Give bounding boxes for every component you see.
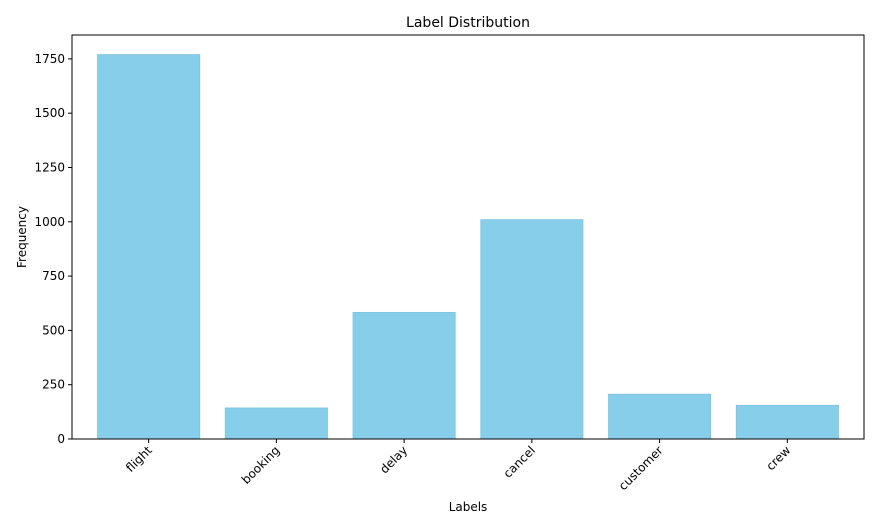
chart-title: Label Distribution xyxy=(406,15,530,31)
y-tick-label: 1250 xyxy=(34,160,65,174)
y-tick-label: 1000 xyxy=(34,215,65,229)
x-tick-label-crew: crew xyxy=(763,443,793,473)
bar-booking xyxy=(224,407,328,440)
y-tick-label: 0 xyxy=(57,432,65,446)
x-tick-label-delay: delay xyxy=(377,443,410,476)
y-tick-label: 750 xyxy=(42,269,65,283)
y-tick-label: 1750 xyxy=(34,52,65,66)
bar-crew xyxy=(735,404,839,440)
bar-delay xyxy=(352,311,456,440)
bar-customer xyxy=(608,393,712,440)
x-tick-label-customer: customer xyxy=(616,443,666,493)
x-tick-label-booking: booking xyxy=(239,443,283,487)
y-axis: 0 250 500 750 1000 1250 1500 1750 xyxy=(34,52,72,446)
x-axis: flight booking delay cancel customer crew xyxy=(123,439,794,493)
x-tick-label-flight: flight xyxy=(123,443,155,475)
y-tick-label: 250 xyxy=(42,378,65,392)
x-tick-label-cancel: cancel xyxy=(501,443,538,480)
y-tick-label: 500 xyxy=(42,323,65,337)
y-axis-title: Frequency xyxy=(15,206,29,268)
y-tick-label: 1500 xyxy=(34,106,65,120)
bar-cancel xyxy=(480,219,584,440)
plot-area-frame xyxy=(71,34,865,440)
x-axis-title: Labels xyxy=(449,500,488,514)
bars-group xyxy=(97,54,839,440)
bar-flight xyxy=(97,54,201,440)
